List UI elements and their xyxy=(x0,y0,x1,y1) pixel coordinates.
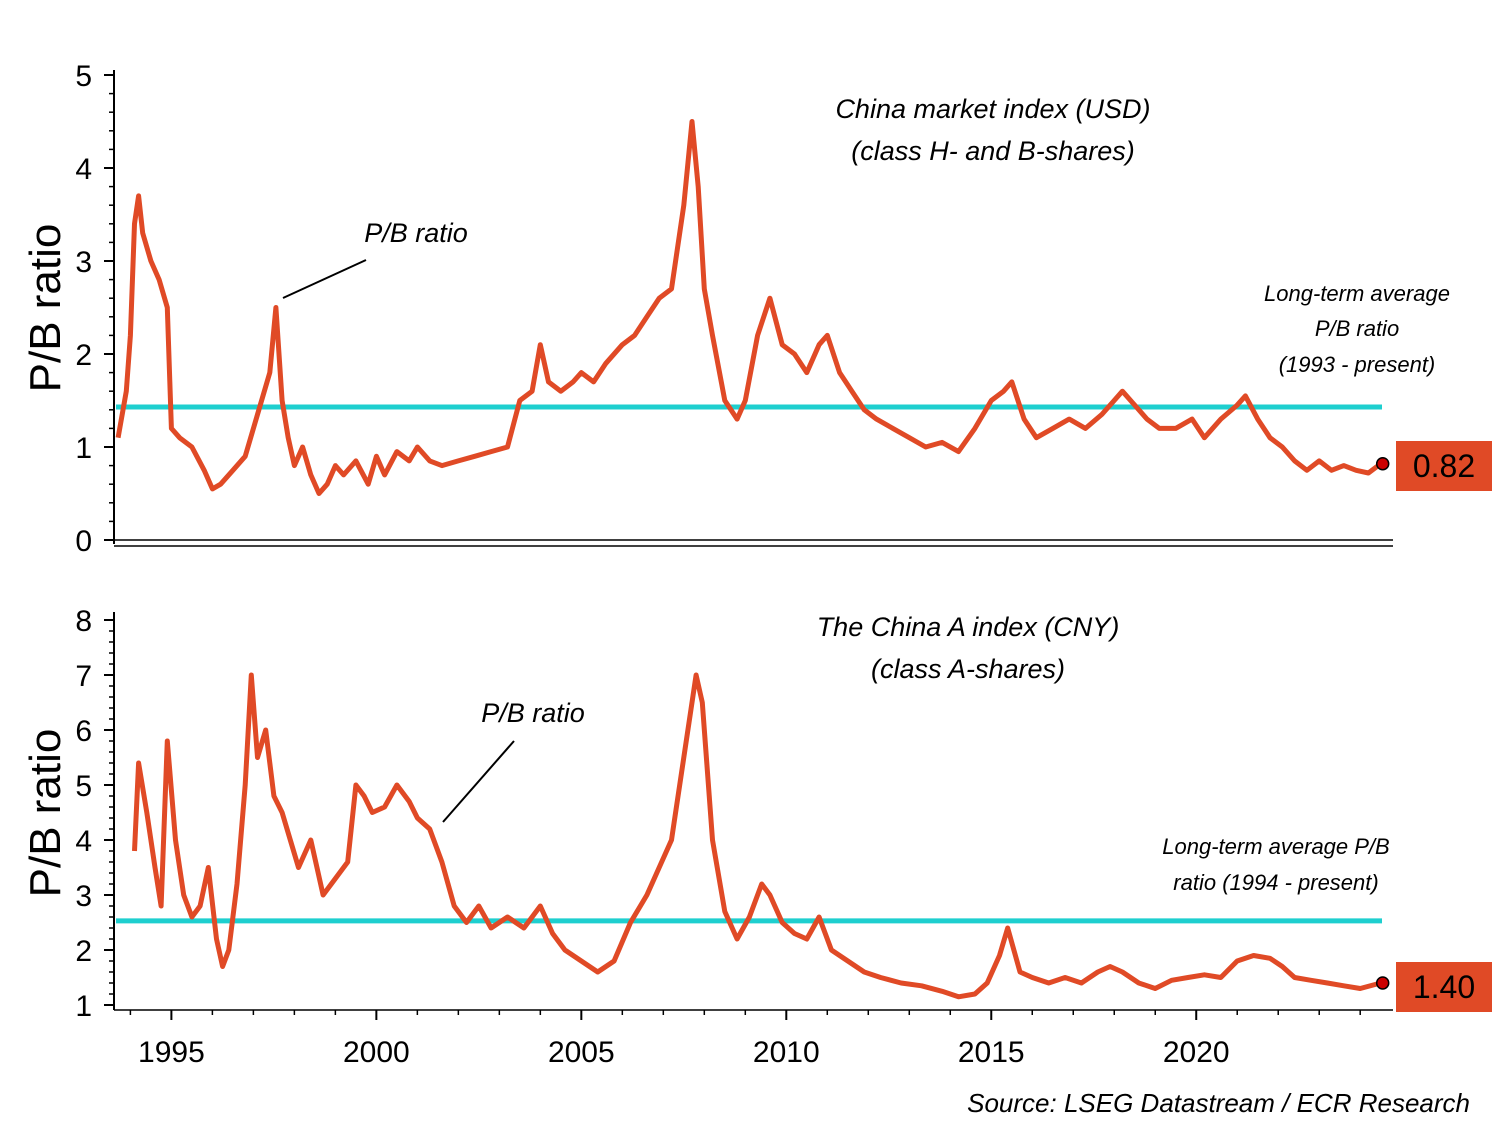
top-annotation: P/B ratio xyxy=(364,218,468,248)
top-average-note-2: P/B ratio xyxy=(1315,316,1399,341)
bot-y-tick-label-7: 8 xyxy=(75,605,92,638)
x-tick-label-3: 2010 xyxy=(753,1036,820,1069)
x-tick-label-1: 2000 xyxy=(343,1036,410,1069)
source-note: Source: LSEG Datastream / ECR Research xyxy=(967,1088,1470,1118)
bot-y-tick-label-4: 5 xyxy=(75,770,92,803)
bot-y-tick-label-3: 4 xyxy=(75,825,92,858)
top-pb-ratio-line xyxy=(115,119,1383,496)
bot-y-tick-label-5: 6 xyxy=(75,715,92,748)
bottom-average-note-1: Long-term average P/B xyxy=(1162,834,1389,859)
top-y-tick-label-5: 5 xyxy=(75,60,92,93)
top-y-tick-label-2: 2 xyxy=(75,339,92,372)
bottom-last-value: 1.40 xyxy=(1413,969,1475,1005)
bot-y-tick-label-0: 1 xyxy=(75,990,92,1023)
top-last-value: 0.82 xyxy=(1413,448,1475,484)
panel-top: China market index (USD) (class H- and B… xyxy=(21,60,1492,558)
bottom-title-line-2: (class A-shares) xyxy=(871,654,1065,684)
x-axis: 1995 2000 2005 2010 2015 2020 xyxy=(114,1009,1393,1069)
top-y-tick-label-0: 0 xyxy=(75,525,92,558)
bottom-annotation-pointer xyxy=(442,740,515,823)
top-y-axis: 0 1 2 3 4 5 xyxy=(75,60,114,558)
x-tick-label-0: 1995 xyxy=(138,1036,205,1069)
panel-bottom: The China A index (CNY) (class A-shares)… xyxy=(21,605,1492,1069)
bottom-annotation: P/B ratio xyxy=(481,698,585,728)
top-last-value-marker xyxy=(1375,456,1390,471)
bot-y-tick-label-6: 7 xyxy=(75,660,92,693)
bottom-y-axis-title: P/B ratio xyxy=(21,729,70,898)
x-tick-label-4: 2015 xyxy=(958,1036,1025,1069)
x-tick-label-5: 2020 xyxy=(1163,1036,1230,1069)
top-y-tick-label-4: 4 xyxy=(75,153,92,186)
top-y-tick-label-3: 3 xyxy=(75,246,92,279)
bottom-last-value-badge xyxy=(1396,962,1492,1012)
top-title-line-2: (class H- and B-shares) xyxy=(851,136,1135,166)
top-average-note-1: Long-term average xyxy=(1264,281,1450,306)
top-last-value-badge xyxy=(1396,441,1492,491)
bottom-title-line-1: The China A index (CNY) xyxy=(817,612,1120,642)
bottom-last-value-marker xyxy=(1375,976,1390,990)
top-y-tick-label-1: 1 xyxy=(75,432,92,465)
x-tick-label-2: 2005 xyxy=(548,1036,615,1069)
top-annotation-pointer xyxy=(282,259,367,299)
bottom-y-axis: 1 2 3 4 5 6 7 8 xyxy=(75,605,114,1023)
bot-y-tick-label-2: 3 xyxy=(75,880,92,913)
bottom-average-note-2: ratio (1994 - present) xyxy=(1173,870,1378,895)
bottom-pb-ratio-line xyxy=(132,672,1382,1000)
top-title-line-1: China market index (USD) xyxy=(835,94,1150,124)
bot-y-tick-label-1: 2 xyxy=(75,935,92,968)
top-average-note-3: (1993 - present) xyxy=(1279,352,1436,377)
top-y-axis-title: P/B ratio xyxy=(21,224,70,393)
